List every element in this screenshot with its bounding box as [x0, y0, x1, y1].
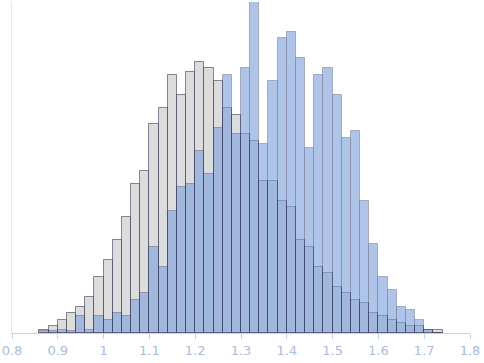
svg-text:0.9: 0.9: [47, 343, 68, 358]
svg-text:1.8: 1.8: [460, 343, 481, 358]
svg-text:1.5: 1.5: [322, 343, 343, 358]
svg-text:1.6: 1.6: [368, 343, 389, 358]
svg-text:0.8: 0.8: [2, 343, 23, 358]
svg-text:1.4: 1.4: [276, 343, 297, 358]
svg-text:1.1: 1.1: [139, 343, 160, 358]
svg-text:1: 1: [99, 343, 107, 358]
svg-text:1.2: 1.2: [185, 343, 206, 358]
svg-text:1.3: 1.3: [231, 343, 252, 358]
svg-text:1.7: 1.7: [414, 343, 435, 358]
